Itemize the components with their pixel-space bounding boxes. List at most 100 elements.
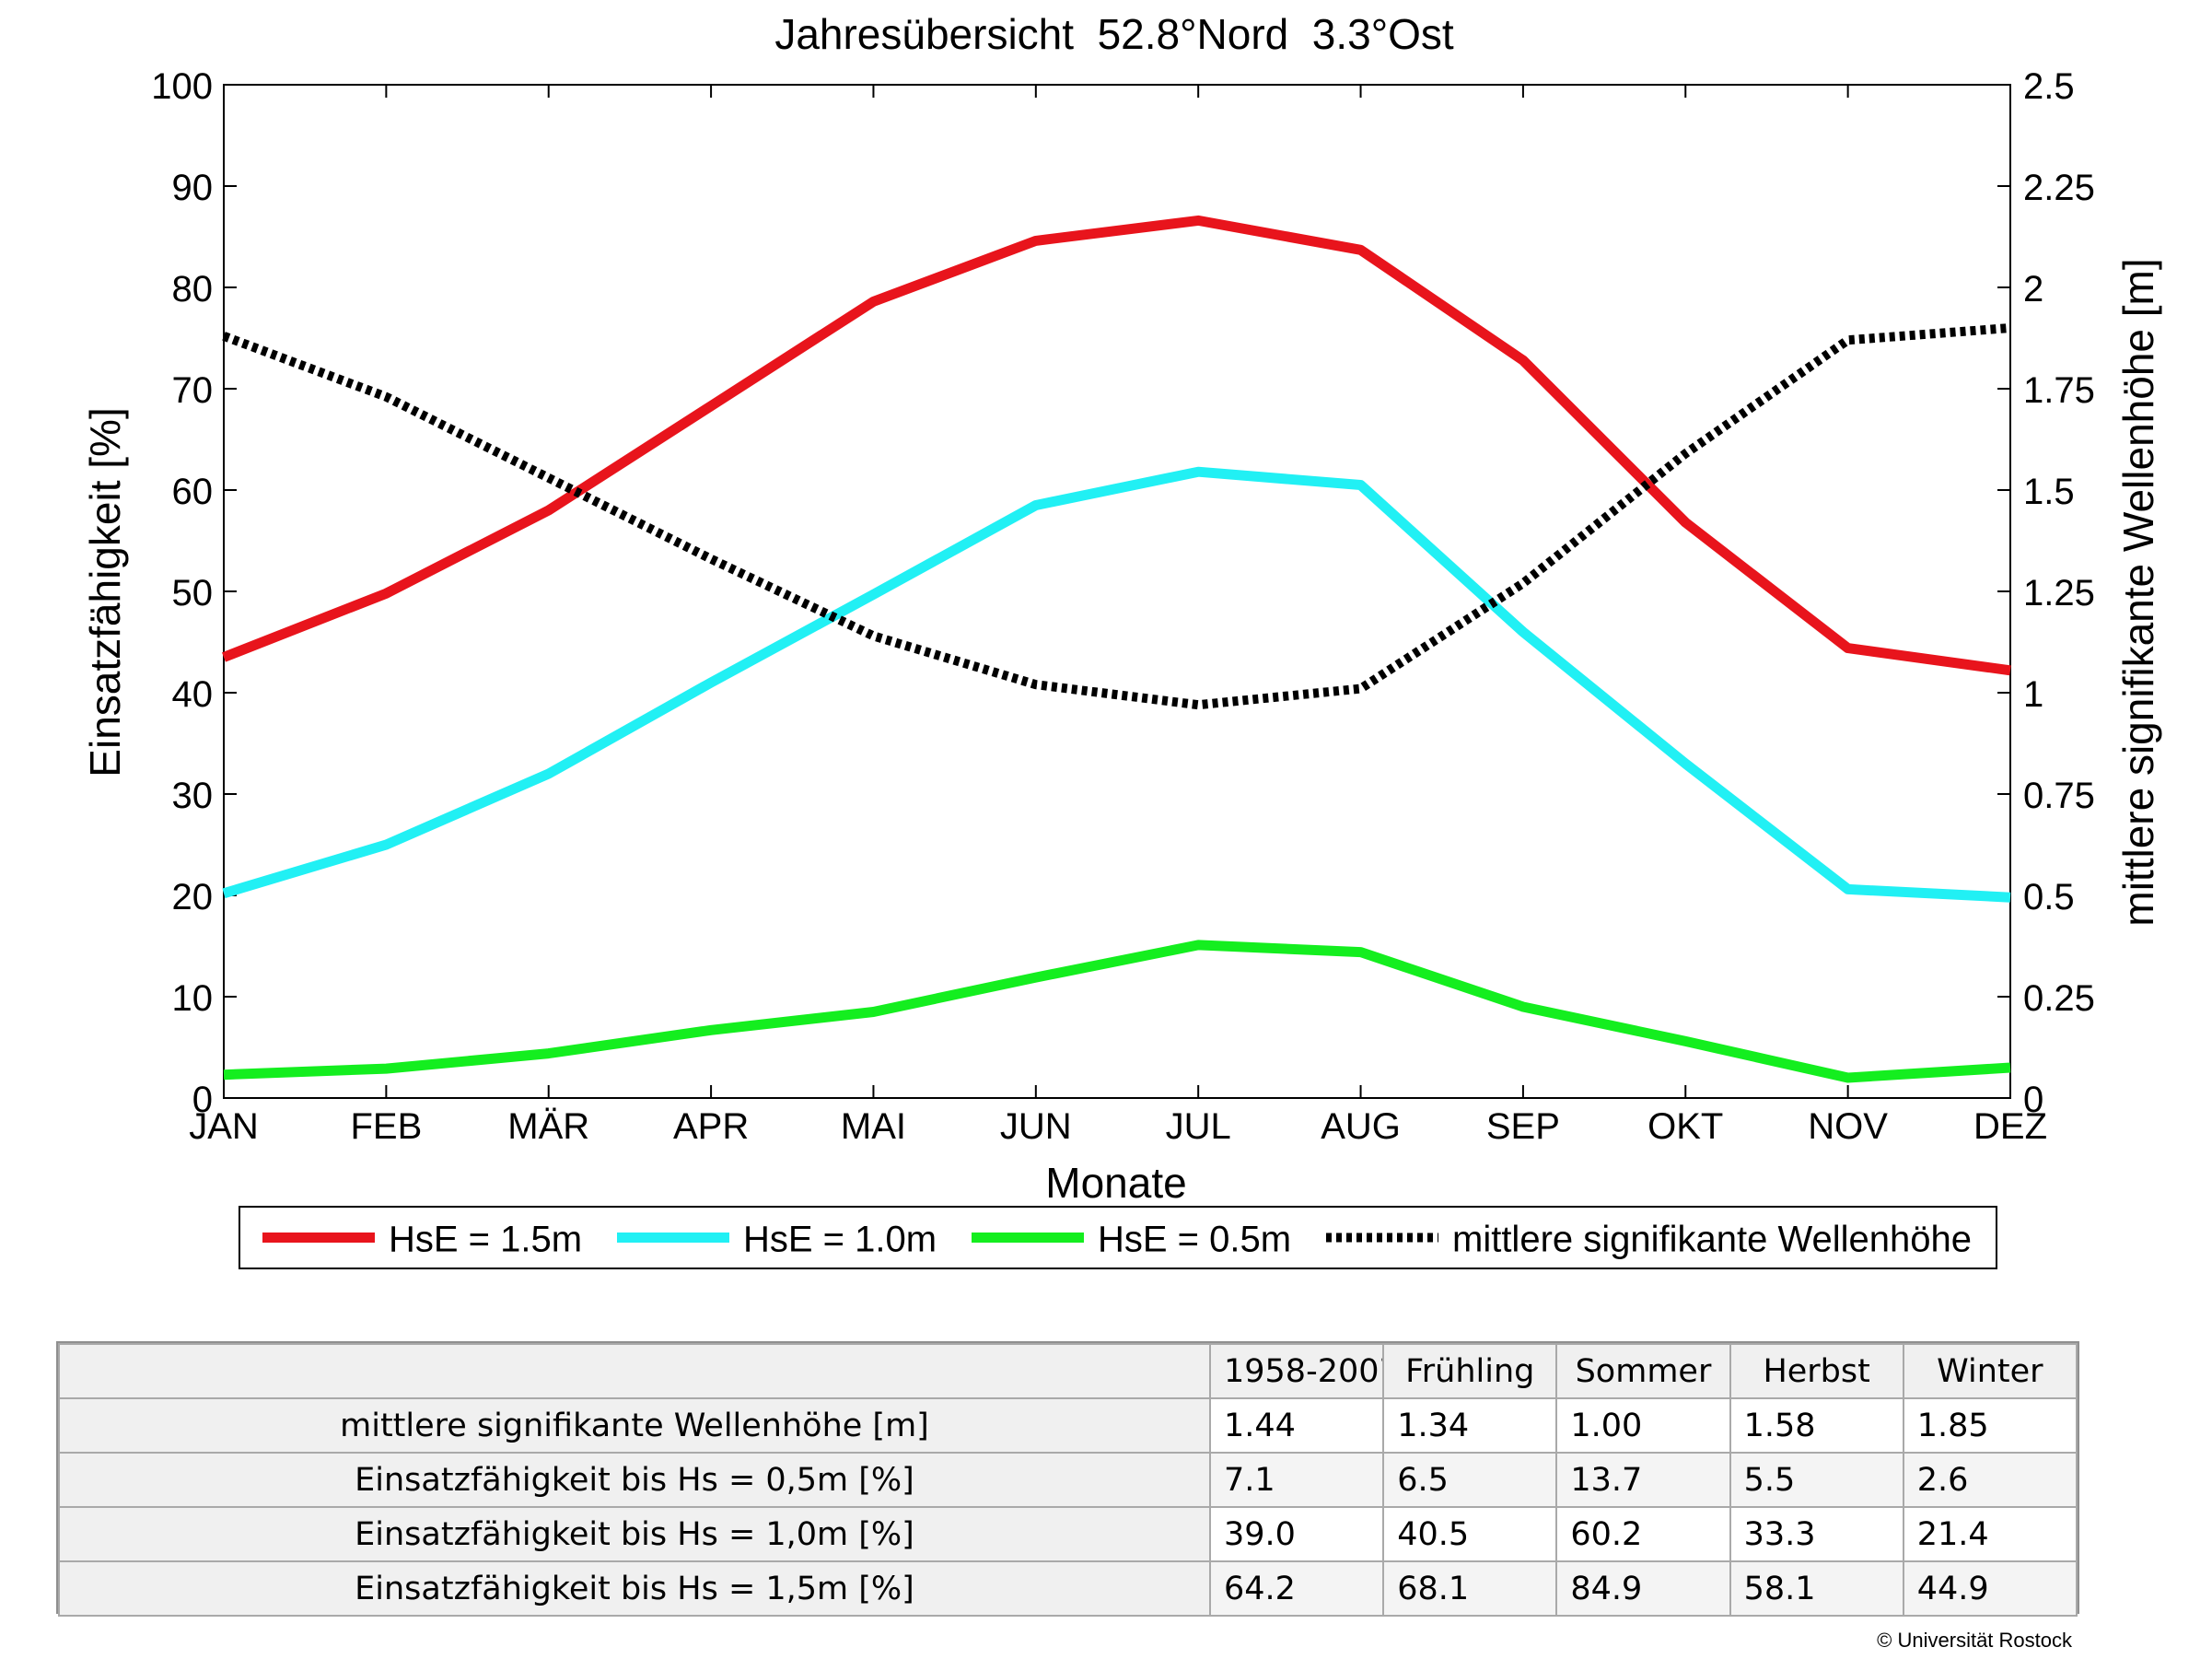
legend: HsE = 1.5m HsE = 1.0m HsE = 0.5m mittlere s…: [239, 1206, 1997, 1269]
series-1-point: [1522, 632, 1523, 633]
series-0-point: [1360, 250, 1361, 251]
y2-tick-label: 2.25: [2023, 168, 2095, 208]
chart-title: Jahresübersicht 52.8°Nord 3.3°Ost: [774, 10, 1454, 58]
x-tick-label: DEZ: [1973, 1106, 2047, 1147]
table-cell: 5.5: [1729, 1452, 1904, 1508]
table-cell: 21.4: [1902, 1506, 2078, 1562]
y-tick-label: 60: [172, 472, 214, 512]
series-1-point: [1198, 472, 1199, 473]
series-3-point: [873, 636, 874, 637]
series-layer: [221, 215, 2011, 1083]
series-3-point: [224, 335, 225, 336]
y2-tick-label: 1.75: [2023, 370, 2095, 411]
series-1-point: [873, 594, 874, 595]
y2-axis-label: mittlere signifikante Wellenhöhe [m]: [2114, 258, 2162, 926]
chart: Jahresübersicht 52.8°Nord 3.3°Ost 010203…: [81, 10, 2162, 1269]
y-tick-label: 70: [172, 370, 214, 411]
legend-label-3: mittlere signifikante Wellenhöhe: [1452, 1220, 1972, 1260]
y2-tick-label: 1: [2023, 674, 2043, 715]
table-cell: 40.5: [1382, 1506, 1558, 1562]
y2-tick-label: 2: [2023, 269, 2043, 310]
series-3-point: [386, 396, 387, 397]
table-row: Einsatzfähigkeit bis Hs = 1,0m [%] 39.0 40…: [58, 1506, 2078, 1562]
y-tick-label: 40: [172, 674, 214, 715]
y-tick-label: 90: [172, 168, 214, 208]
series-0-point: [711, 405, 712, 406]
x-tick-label: MAI: [841, 1106, 906, 1147]
series-line-3: [222, 323, 2011, 710]
series-0-point: [1035, 240, 1036, 241]
table-cell: 68.1: [1382, 1560, 1558, 1617]
statistics-table: 1958-2007 Frühling Sommer Herbst Winter mittl…: [58, 1343, 2078, 1617]
series-0-point: [1198, 220, 1199, 221]
series-1-point: [2010, 897, 2011, 898]
table-row-label: Einsatzfähigkeit bis Hs = 1,5m [%]: [58, 1560, 1211, 1617]
series-0-point: [224, 657, 225, 658]
series-2-point: [873, 1011, 874, 1012]
series-3-point: [1847, 340, 1848, 341]
y2-tick-label: 0.75: [2023, 776, 2095, 816]
series-3-point: [1685, 453, 1686, 454]
table-cell: 64.2: [1208, 1560, 1385, 1617]
table-cell: 6.5: [1382, 1452, 1558, 1508]
table-row-label: Einsatzfähigkeit bis Hs = 1,0m [%]: [58, 1506, 1211, 1562]
table-cell: 44.9: [1902, 1560, 2078, 1617]
axes-frame: [223, 84, 2011, 1099]
series-0-point: [1685, 522, 1686, 523]
table-row: Einsatzfähigkeit bis Hs = 1,5m [%] 64.2 68…: [58, 1560, 2078, 1617]
series-1-point: [548, 774, 549, 775]
statistics-table-container: 1958-2007 Frühling Sommer Herbst Winter mittl…: [56, 1341, 2079, 1617]
series-1-point: [1847, 889, 1848, 890]
series-0-point: [548, 510, 549, 511]
table-column-header: 1958-2007: [1208, 1343, 1385, 1399]
series-0-point: [1522, 360, 1523, 361]
y-tick-label: 20: [172, 877, 214, 917]
table-cell: 1.34: [1382, 1397, 1558, 1454]
copyright-notice: © Universität Rostock: [1877, 1629, 2072, 1652]
series-2-point: [1198, 944, 1199, 945]
x-tick-label: JUN: [1000, 1106, 1072, 1147]
x-tick-label: MÄR: [507, 1106, 589, 1147]
x-axis-label: Monate: [1045, 1159, 1186, 1207]
y-axis-label: Einsatzfähigkeit [%]: [81, 407, 129, 777]
table-row-label: mittlere signifikante Wellenhöhe [m]: [58, 1397, 1211, 1454]
table-cell: 39.0: [1208, 1506, 1385, 1562]
table-row: Einsatzfähigkeit bis Hs = 0,5m [%] 7.1 6.5…: [58, 1452, 2078, 1508]
y2-tick-label: 2.5: [2023, 66, 2075, 107]
series-2-point: [1847, 1078, 1848, 1079]
series-1-point: [1035, 505, 1036, 506]
table-column-header: Sommer: [1555, 1343, 1731, 1399]
series-0-point: [386, 593, 387, 594]
series-2-point: [1522, 1007, 1523, 1008]
y-tick-label: 80: [172, 269, 214, 310]
table-column-header: Frühling: [1382, 1343, 1558, 1399]
y2-tick-label: 0.5: [2023, 877, 2075, 917]
legend-label-1: HsE = 1.0m: [743, 1220, 937, 1260]
series-3-point: [548, 477, 549, 478]
table-cell: 60.2: [1555, 1506, 1731, 1562]
x-tick-label: NOV: [1808, 1106, 1888, 1147]
table-cell: 33.3: [1729, 1506, 1904, 1562]
x-tick-label: SEP: [1486, 1106, 1560, 1147]
series-0-point: [2010, 670, 2011, 671]
series-3-point: [1360, 688, 1361, 689]
table-cell: 13.7: [1555, 1452, 1731, 1508]
series-1-point: [1685, 764, 1686, 765]
series-0-point: [873, 301, 874, 302]
y-tick-label: 50: [172, 573, 214, 613]
tick-labels: 0 10 20 30 40 50 60 70 80 90 100 0 0.25 0.5 0.75 1 1.25 1…: [151, 66, 2095, 1147]
series-3-point: [711, 558, 712, 559]
series-1-point: [224, 893, 225, 894]
x-tick-label: APR: [673, 1106, 749, 1147]
series-line-2: [223, 940, 2011, 1083]
table-column-header: Winter: [1902, 1343, 2078, 1399]
table-row-label: Einsatzfähigkeit bis Hs = 0,5m [%]: [58, 1452, 1211, 1508]
y2-tick-label: 0: [2023, 1080, 2043, 1120]
series-line-0: [221, 215, 2011, 676]
y-tick-label: 10: [172, 978, 214, 1019]
x-tick-label: JAN: [189, 1106, 259, 1147]
table-header-row: 1958-2007 Frühling Sommer Herbst Winter: [58, 1343, 2078, 1399]
series-2-point: [1685, 1041, 1686, 1042]
table-cell: 1.44: [1208, 1397, 1385, 1454]
series-3-point: [1035, 684, 1036, 685]
